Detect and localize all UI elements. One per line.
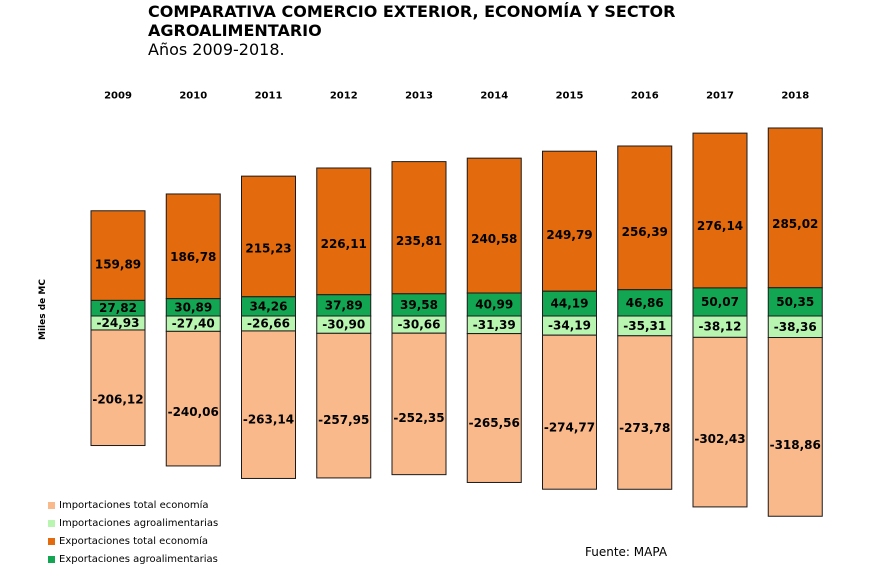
data-label-importaciones-total: -274,77 [544, 421, 595, 435]
data-label-exportaciones-total: 159,89 [95, 258, 141, 272]
data-label-importaciones-agro: -38,36 [774, 320, 817, 334]
data-label-exportaciones-total: 256,39 [622, 225, 668, 239]
x-tick-label: 2012 [330, 91, 358, 102]
legend-swatch [48, 555, 55, 563]
legend-label: Importaciones agroalimentarias [59, 517, 219, 529]
data-label-exportaciones-agro: 30,89 [174, 300, 212, 314]
data-label-importaciones-total: -302,43 [694, 432, 745, 446]
data-label-importaciones-agro: -26,66 [247, 316, 290, 330]
y-axis-label: Miles de MC [38, 279, 48, 340]
bar-exportaciones-total [90, 210, 146, 301]
data-label-importaciones-total: -206,12 [92, 392, 143, 406]
data-label-importaciones-total: -318,86 [770, 438, 821, 452]
data-label-exportaciones-agro: 40,99 [475, 298, 513, 312]
data-label-importaciones-total: -257,95 [318, 413, 369, 427]
data-label-exportaciones-total: 249,79 [546, 228, 592, 242]
legend-item-exportaciones-agro: Exportaciones agroalimentarias [48, 550, 218, 568]
legend-item-exportaciones-total: Exportaciones total economía [48, 532, 218, 550]
bar-importaciones-total [542, 334, 597, 490]
bar-exportaciones-total [617, 145, 673, 291]
data-label-importaciones-agro: -34,19 [548, 319, 591, 333]
legend-swatch [48, 519, 55, 527]
data-label-importaciones-agro: -30,90 [322, 318, 365, 332]
legend-item-importaciones-total: Importaciones total economía [48, 496, 218, 514]
data-label-exportaciones-agro: 46,86 [626, 296, 664, 310]
chart-title: COMPARATIVA COMERCIO EXTERIOR, ECONOMÍA … [148, 2, 676, 40]
data-label-importaciones-agro: -30,66 [398, 318, 441, 332]
data-label-exportaciones-agro: 39,58 [400, 298, 438, 312]
legend-label: Exportaciones agroalimentarias [59, 553, 218, 565]
data-label-importaciones-total: -240,06 [168, 405, 219, 419]
data-label-importaciones-agro: -24,93 [97, 316, 140, 330]
data-label-exportaciones-total: 235,81 [396, 234, 442, 248]
x-tick-label: 2016 [631, 91, 659, 102]
bar-importaciones-total [767, 337, 823, 517]
x-tick-label: 2010 [179, 91, 207, 102]
x-tick-label: 2018 [781, 91, 809, 102]
source-note: Fuente: MAPA [585, 545, 668, 559]
data-label-importaciones-total: -252,35 [393, 411, 444, 425]
legend-swatch [48, 501, 55, 509]
data-label-exportaciones-total: 276,14 [697, 219, 743, 233]
x-tick-label: 2017 [706, 91, 734, 102]
legend-item-importaciones-agro: Importaciones agroalimentarias [48, 514, 218, 532]
data-label-exportaciones-total: 285,02 [772, 217, 818, 231]
bar-exportaciones-total [767, 127, 823, 289]
bar-exportaciones-total [241, 175, 296, 298]
legend-swatch [48, 537, 55, 545]
data-label-importaciones-total: -263,14 [243, 412, 294, 426]
data-label-exportaciones-agro: 34,26 [250, 299, 288, 313]
bar-importaciones-total [241, 330, 296, 479]
data-label-exportaciones-total: 240,58 [471, 232, 517, 246]
legend: Importaciones total economía Importacion… [48, 496, 218, 568]
data-label-exportaciones-agro: 50,35 [776, 295, 814, 309]
data-label-exportaciones-total: 186,78 [170, 250, 216, 264]
data-label-exportaciones-agro: 44,19 [551, 297, 589, 311]
bar-exportaciones-agro [767, 287, 823, 317]
data-label-exportaciones-total: 226,11 [321, 237, 367, 251]
bar-importaciones-total [466, 333, 522, 483]
chart-subtitle: Años 2009-2018. [148, 40, 285, 59]
bar-importaciones-total [165, 330, 221, 467]
bar-importaciones-total [90, 329, 146, 447]
data-label-importaciones-total: -273,78 [619, 421, 670, 435]
data-label-exportaciones-agro: 37,89 [325, 298, 363, 312]
data-label-importaciones-total: -265,56 [469, 416, 520, 430]
legend-label: Importaciones total economía [59, 499, 209, 511]
x-tick-label: 2009 [104, 91, 132, 102]
bar-exportaciones-total [165, 193, 221, 300]
x-tick-label: 2011 [255, 91, 283, 102]
data-label-exportaciones-total: 215,23 [245, 242, 291, 256]
bar-exportaciones-total [692, 132, 748, 289]
bar-exportaciones-total [466, 157, 522, 294]
data-label-importaciones-agro: -38,12 [699, 320, 742, 334]
data-label-importaciones-agro: -27,40 [172, 317, 215, 331]
data-label-importaciones-agro: -31,39 [473, 318, 516, 332]
x-tick-label: 2013 [405, 91, 433, 102]
x-tick-label: 2014 [480, 91, 508, 102]
bar-importaciones-total [316, 332, 372, 479]
data-label-importaciones-agro: -35,31 [623, 319, 666, 333]
x-tick-label: 2015 [556, 91, 584, 102]
bar-exportaciones-total [542, 150, 597, 292]
legend-label: Exportaciones total economía [59, 535, 209, 547]
bar-importaciones-total [391, 332, 447, 476]
data-label-exportaciones-agro: 50,07 [701, 295, 739, 309]
bar-importaciones-total [617, 335, 673, 490]
bar-exportaciones-agro [617, 289, 673, 317]
bar-importaciones-total [692, 336, 748, 508]
bar-exportaciones-total [391, 161, 447, 295]
data-label-exportaciones-agro: 27,82 [99, 301, 137, 315]
bar-exportaciones-total [316, 167, 372, 296]
